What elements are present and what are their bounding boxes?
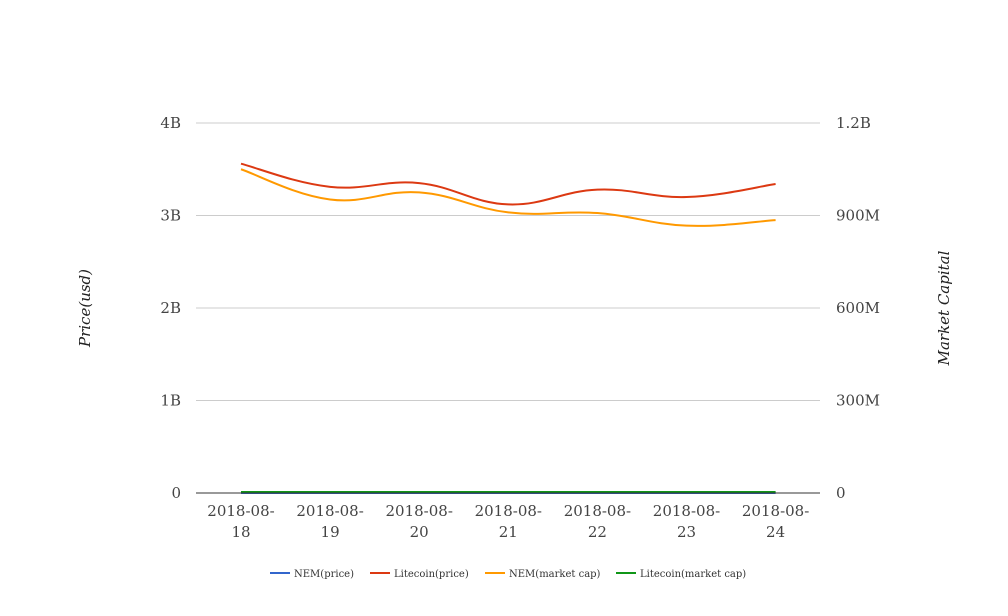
left-tick-label: 4B bbox=[160, 114, 181, 132]
left-axis-title: Price(usd) bbox=[76, 269, 94, 348]
x-tick-label: 2018-08-18 bbox=[207, 502, 274, 541]
series-line-litecoin-price bbox=[240, 162, 776, 206]
right-tick-label: 600M bbox=[836, 299, 880, 317]
right-axis-title: Market Capital bbox=[935, 250, 953, 366]
legend-label: Litecoin(market cap) bbox=[640, 569, 746, 580]
x-tick-label: 2018-08-20 bbox=[385, 502, 452, 541]
x-tick-label: 2018-08-21 bbox=[475, 502, 542, 541]
legend: NEM(price) Litecoin(price) NEM(market cap)… bbox=[270, 569, 746, 580]
right-tick-label: 0 bbox=[836, 484, 846, 502]
left-tick-label: 0 bbox=[171, 484, 181, 502]
legend-label: NEM(price) bbox=[294, 569, 354, 580]
legend-label: Litecoin(price) bbox=[394, 569, 469, 580]
x-tick-label: 2018-08-24 bbox=[742, 502, 809, 541]
x-tick-label: 2018-08-23 bbox=[653, 502, 720, 541]
right-tick-label: 900M bbox=[836, 207, 880, 225]
x-tick-label: 2018-08-22 bbox=[564, 502, 631, 541]
right-tick-label: 1.2B bbox=[836, 114, 871, 132]
left-axis-ticks: 0 1B 2B 3B 4B bbox=[160, 114, 181, 502]
series-line-nem-market-cap bbox=[240, 168, 776, 227]
left-tick-label: 2B bbox=[160, 299, 181, 317]
right-axis-ticks: 0 300M 600M 900M 1.2B bbox=[836, 114, 880, 502]
legend-label: NEM(market cap) bbox=[509, 569, 601, 580]
gridlines bbox=[196, 122, 820, 401]
left-tick-label: 1B bbox=[160, 392, 181, 410]
right-tick-label: 300M bbox=[836, 392, 880, 410]
x-tick-label: 2018-08-19 bbox=[296, 502, 363, 541]
x-axis-ticks: 2018-08-18 2018-08-19 2018-08-20 2018-08-21… bbox=[207, 502, 809, 541]
left-tick-label: 3B bbox=[160, 207, 181, 225]
series-lines bbox=[240, 162, 776, 495]
